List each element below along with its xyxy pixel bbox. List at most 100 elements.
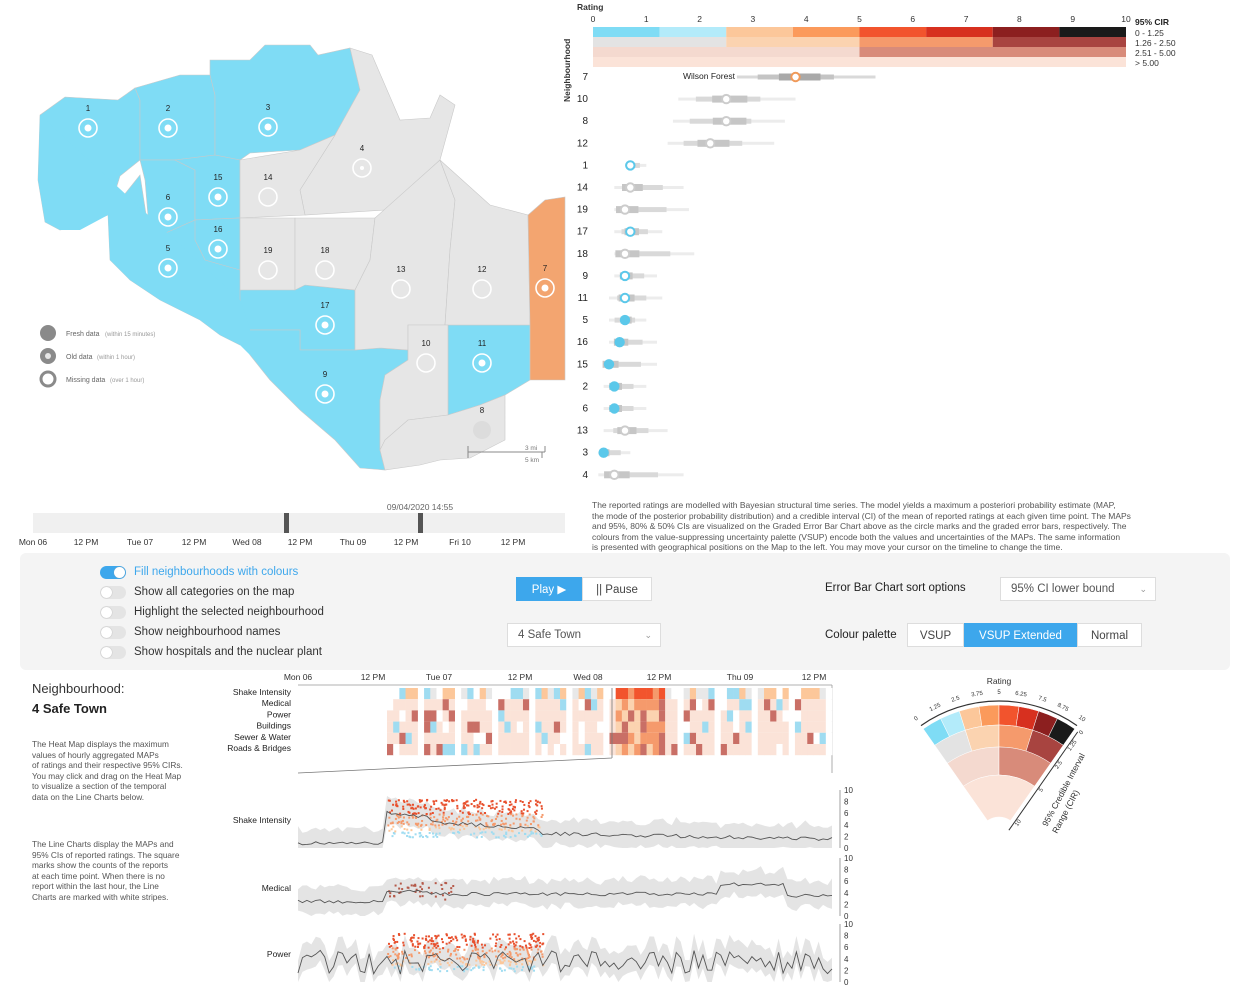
heatmap-cell[interactable]: [467, 744, 474, 756]
heatmap-cell[interactable]: [603, 732, 610, 744]
heatmap-cell[interactable]: [714, 688, 722, 700]
heatmap-cell[interactable]: [405, 699, 413, 711]
heatmap-cell[interactable]: [739, 699, 746, 711]
heatmap-cell[interactable]: [628, 744, 635, 756]
heatmap-cell[interactable]: [733, 688, 740, 700]
heatmap-cell[interactable]: [733, 744, 740, 756]
heatmap-cell[interactable]: [417, 710, 425, 722]
heatmap-cell[interactable]: [387, 699, 394, 711]
heatmap-cell[interactable]: [411, 710, 419, 722]
heatmap-cell[interactable]: [819, 744, 827, 756]
heatmap-cell[interactable]: [825, 688, 833, 700]
map-circle[interactable]: [619, 314, 631, 326]
heatmap-cell[interactable]: [807, 744, 814, 756]
heatmap-cell[interactable]: [479, 699, 487, 711]
region-marker[interactable]: [158, 207, 178, 227]
heatmap-cell[interactable]: [807, 699, 814, 711]
heatmap-cell[interactable]: [702, 688, 709, 700]
heatmap-cell[interactable]: [708, 710, 715, 722]
heatmap-cell[interactable]: [442, 710, 450, 722]
region-marker[interactable]: [208, 187, 228, 207]
heatmap-cell[interactable]: [733, 710, 740, 722]
heatmap-cell[interactable]: [658, 732, 666, 744]
heatmap-cell[interactable]: [553, 710, 561, 722]
heatmap-cell[interactable]: [782, 744, 790, 756]
region-marker[interactable]: [391, 279, 411, 299]
heatmap-cell[interactable]: [535, 732, 542, 744]
heatmap-cell[interactable]: [572, 688, 579, 700]
toggle-show-hospitals[interactable]: Show hospitals and the nuclear plant: [100, 643, 322, 661]
heatmap-cell[interactable]: [745, 699, 752, 711]
heatmap-cell[interactable]: [454, 710, 462, 722]
sort-select[interactable]: 95% CI lower bound ⌄: [1000, 577, 1156, 601]
region-marker[interactable]: [535, 278, 555, 298]
heatmap-cell[interactable]: [485, 744, 493, 756]
heatmap-cell[interactable]: [590, 721, 598, 733]
heatmap-cell[interactable]: [726, 732, 734, 744]
region-19[interactable]: [239, 217, 296, 291]
heatmap-cell[interactable]: [578, 732, 586, 744]
heatmap-cell[interactable]: [825, 744, 833, 756]
heatmap-cell[interactable]: [751, 732, 759, 744]
heatmap-cell[interactable]: [430, 688, 437, 700]
heatmap-cell[interactable]: [720, 732, 728, 744]
heatmap-cell[interactable]: [702, 699, 709, 711]
heatmap-cell[interactable]: [424, 710, 431, 722]
heatmap-cell[interactable]: [467, 721, 474, 733]
region-marker[interactable]: [473, 421, 491, 439]
heatmap-cell[interactable]: [609, 721, 616, 733]
heatmap-cell[interactable]: [665, 744, 672, 756]
heatmap-cell[interactable]: [609, 699, 616, 711]
heatmap-cell[interactable]: [411, 688, 419, 700]
heatmap-cell[interactable]: [597, 732, 604, 744]
heatmap-cell[interactable]: [529, 744, 536, 756]
heatmap-cell[interactable]: [405, 688, 413, 700]
heatmap-cell[interactable]: [677, 732, 684, 744]
heatmap-cell[interactable]: [794, 710, 802, 722]
heatmap-cell[interactable]: [424, 744, 431, 756]
heatmap-cell[interactable]: [553, 744, 561, 756]
heatmap-cell[interactable]: [801, 744, 808, 756]
heatmap-cells[interactable]: [387, 688, 833, 756]
heatmap-cell[interactable]: [739, 721, 746, 733]
heatmap-cell[interactable]: [522, 710, 530, 722]
heatmap-cell[interactable]: [652, 744, 660, 756]
map-circle[interactable]: [790, 71, 801, 83]
heatmap-cell[interactable]: [615, 732, 623, 744]
heatmap-cell[interactable]: [436, 744, 443, 756]
heatmap-cell[interactable]: [726, 721, 734, 733]
heatmap-cell[interactable]: [448, 744, 456, 756]
heatmap-cell[interactable]: [461, 721, 468, 733]
heatmap-cell[interactable]: [794, 688, 802, 700]
heatmap-cell[interactable]: [417, 688, 425, 700]
heatmap-cell[interactable]: [541, 710, 548, 722]
heatmap-cell[interactable]: [504, 710, 511, 722]
heatmap-cell[interactable]: [584, 721, 592, 733]
region-marker[interactable]: [315, 260, 335, 280]
heatmap-cell[interactable]: [479, 710, 487, 722]
map-circle[interactable]: [619, 292, 631, 304]
heatmap-cell[interactable]: [498, 688, 505, 700]
heatmap-cell[interactable]: [529, 710, 536, 722]
heatmap-cell[interactable]: [578, 688, 586, 700]
heatmap-cell[interactable]: [646, 732, 654, 744]
heatmap-cell[interactable]: [628, 688, 635, 700]
heatmap-cell[interactable]: [405, 721, 413, 733]
heatmap-cell[interactable]: [726, 744, 734, 756]
heatmap-cell[interactable]: [448, 710, 456, 722]
heatmap-cell[interactable]: [590, 688, 598, 700]
heatmap-cell[interactable]: [411, 699, 419, 711]
toggle-switch[interactable]: [100, 625, 126, 639]
heatmap-cell[interactable]: [794, 732, 802, 744]
heatmap-cell[interactable]: [807, 732, 814, 744]
heatmap-cell[interactable]: [813, 710, 820, 722]
region-16[interactable]: [194, 217, 241, 271]
heatmap-cell[interactable]: [609, 744, 616, 756]
heatmap-cell[interactable]: [461, 699, 468, 711]
heatmap-cell[interactable]: [720, 744, 728, 756]
toggle-switch[interactable]: [100, 645, 126, 659]
heatmap-cell[interactable]: [689, 688, 697, 700]
heatmap-cell[interactable]: [529, 699, 536, 711]
heatmap-cell[interactable]: [696, 721, 703, 733]
heatmap-cell[interactable]: [547, 732, 555, 744]
